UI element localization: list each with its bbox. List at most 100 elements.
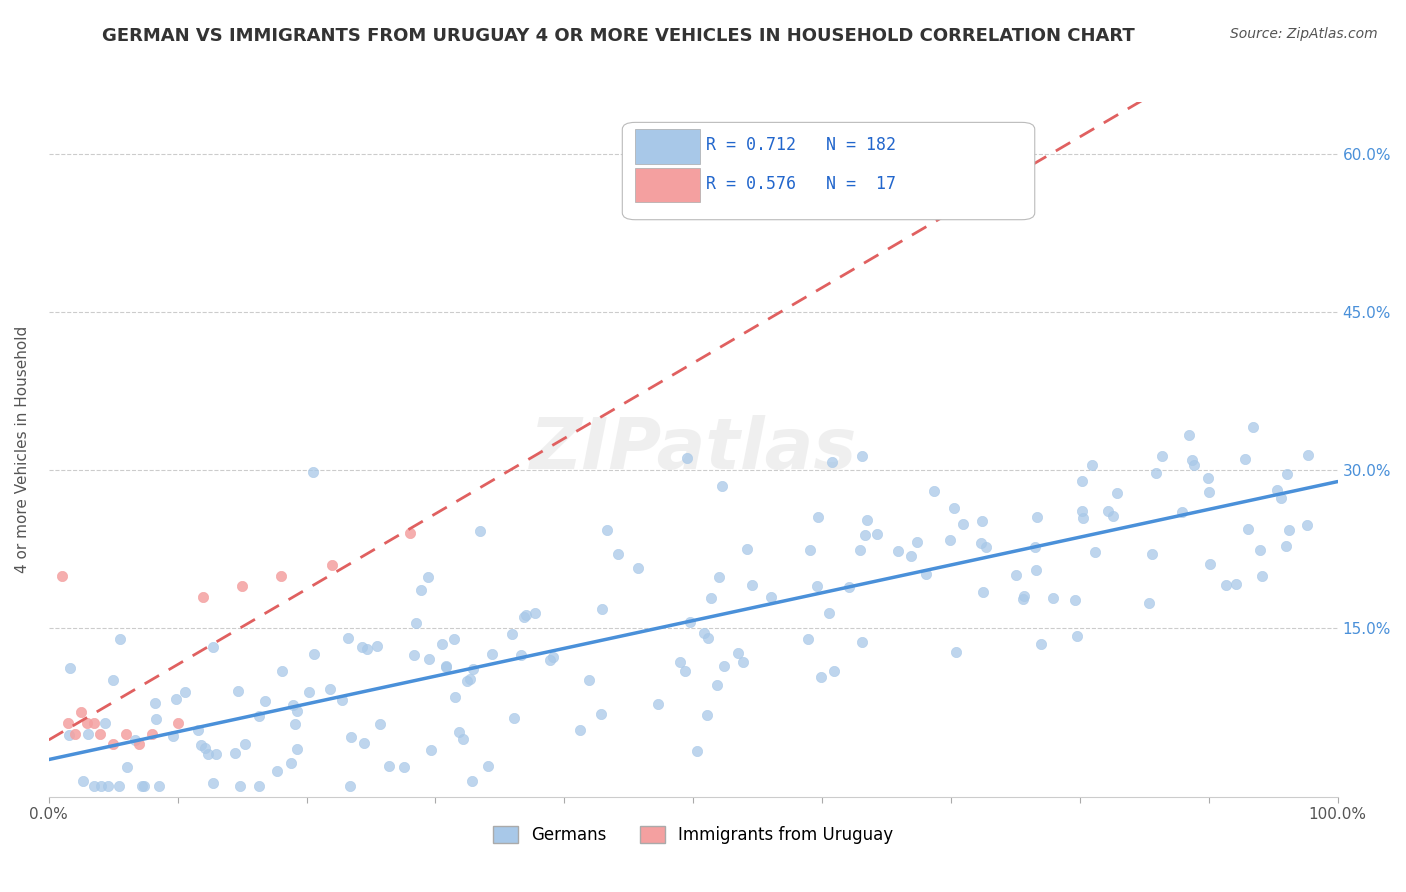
Text: ZIPatlas: ZIPatlas	[530, 415, 856, 483]
Point	[900, 549, 922, 563]
Point	[515, 608, 537, 623]
Point	[915, 567, 938, 582]
Point	[974, 540, 997, 554]
Point	[330, 693, 353, 707]
Y-axis label: 4 or more Vehicles in Household: 4 or more Vehicles in Household	[15, 326, 30, 573]
Point	[228, 779, 250, 793]
Point	[481, 647, 503, 661]
Point	[1005, 568, 1028, 582]
Point	[676, 450, 699, 465]
Point	[1265, 483, 1288, 497]
Point	[247, 709, 270, 723]
Text: R = 0.576   N =  17: R = 0.576 N = 17	[706, 175, 896, 193]
Point	[1181, 453, 1204, 467]
Point	[59, 660, 82, 674]
Point	[107, 779, 129, 793]
Point	[1137, 596, 1160, 610]
Point	[83, 779, 105, 793]
Point	[945, 644, 967, 658]
Point	[1012, 590, 1035, 604]
Point	[430, 637, 453, 651]
Point	[501, 627, 523, 641]
Point	[1215, 578, 1237, 592]
Point	[591, 706, 613, 721]
Point	[1241, 419, 1264, 434]
Point	[461, 662, 484, 676]
Point	[368, 717, 391, 731]
Point	[103, 737, 125, 751]
Point	[1042, 591, 1064, 605]
Point	[394, 759, 416, 773]
Point	[418, 651, 440, 665]
Point	[233, 737, 256, 751]
Point	[735, 542, 758, 557]
Point	[110, 632, 132, 647]
Point	[727, 646, 749, 660]
Point	[247, 779, 270, 793]
Point	[302, 647, 325, 661]
Point	[63, 726, 86, 740]
Point	[810, 670, 832, 684]
FancyBboxPatch shape	[636, 129, 700, 164]
Point	[952, 516, 974, 531]
Point	[627, 560, 650, 574]
Point	[141, 726, 163, 740]
Point	[201, 776, 224, 790]
Point	[1102, 509, 1125, 524]
Point	[458, 672, 481, 686]
Point	[187, 723, 209, 737]
Point	[538, 652, 561, 666]
Point	[806, 579, 828, 593]
Point	[224, 746, 246, 760]
Point	[799, 542, 821, 557]
Point	[838, 581, 860, 595]
Point	[411, 583, 433, 598]
Point	[416, 570, 439, 584]
Point	[924, 483, 946, 498]
Point	[797, 632, 820, 647]
Point	[76, 727, 98, 741]
Point	[1066, 630, 1088, 644]
Point	[1275, 467, 1298, 481]
Point	[1071, 510, 1094, 524]
Point	[1249, 543, 1271, 558]
Point	[56, 716, 79, 731]
Point	[366, 639, 388, 653]
Point	[1225, 576, 1247, 591]
Point	[298, 684, 321, 698]
Point	[51, 568, 73, 582]
Point	[541, 649, 564, 664]
Point	[510, 648, 533, 662]
Point	[197, 747, 219, 762]
Point	[1140, 547, 1163, 561]
Point	[700, 591, 723, 605]
Point	[679, 615, 702, 629]
Point	[419, 743, 441, 757]
Point	[1024, 540, 1046, 554]
Point	[1026, 510, 1049, 524]
Point	[97, 779, 120, 793]
Point	[145, 712, 167, 726]
Point	[591, 602, 613, 616]
Point	[856, 513, 879, 527]
Point	[166, 716, 188, 731]
Point	[807, 510, 830, 524]
Point	[970, 536, 993, 550]
Point	[1029, 637, 1052, 651]
Point	[353, 736, 375, 750]
Point	[405, 616, 427, 631]
Text: R = 0.712   N = 182: R = 0.712 N = 182	[706, 136, 896, 154]
Text: Source: ZipAtlas.com: Source: ZipAtlas.com	[1230, 27, 1378, 41]
Point	[284, 717, 307, 731]
Point	[887, 543, 910, 558]
Point	[301, 465, 323, 479]
Point	[115, 760, 138, 774]
Point	[377, 758, 399, 772]
Point	[710, 479, 733, 493]
Point	[143, 697, 166, 711]
Point	[1275, 539, 1298, 553]
Point	[851, 449, 873, 463]
Point	[713, 659, 735, 673]
Point	[1295, 518, 1317, 533]
Legend: Germans, Immigrants from Uruguay: Germans, Immigrants from Uruguay	[486, 820, 900, 851]
